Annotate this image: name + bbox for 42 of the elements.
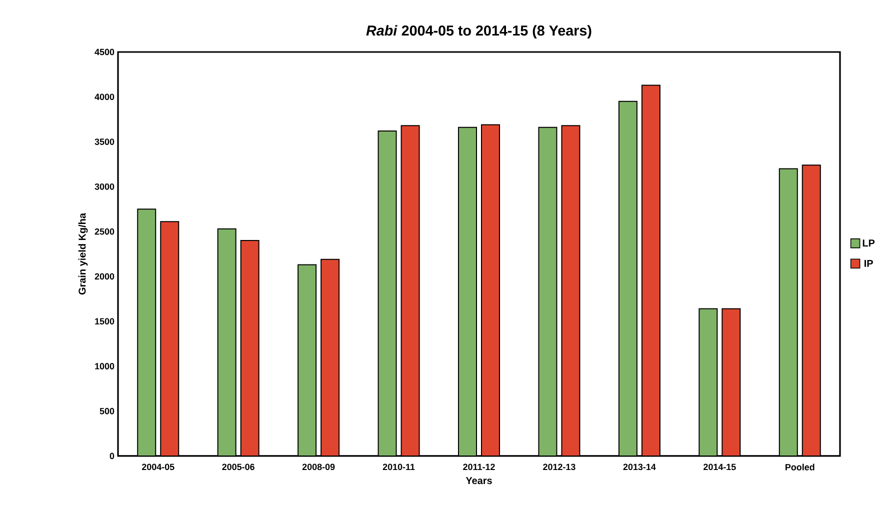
y-tick-label: 0: [110, 452, 114, 460]
y-tick-label: 1500: [95, 318, 114, 324]
bar: [722, 308, 741, 456]
bar: [698, 308, 718, 456]
y-tick-label: 1000: [95, 363, 114, 370]
bar: [802, 164, 821, 456]
bar: [217, 228, 236, 456]
x-tick-label: 2004-05: [142, 464, 174, 470]
bar: [160, 221, 180, 456]
bar: [618, 100, 638, 456]
x-tick-label: 2013-14: [623, 464, 656, 470]
bar: [378, 130, 397, 456]
bar: [137, 208, 156, 456]
y-tick-label: 4000: [94, 94, 114, 100]
x-tick-label: 2008-09: [302, 464, 335, 470]
chart-title: Rabi 2004-05 to 2014-15 (8 Years): [366, 25, 592, 38]
x-tick-label: 2014-15: [704, 464, 736, 470]
y-tick-label: 2000: [94, 273, 114, 280]
bar: [481, 124, 500, 456]
y-tick-label: 4500: [94, 48, 114, 56]
y-tick-label: 2500: [94, 228, 114, 235]
y-tick-label: 500: [100, 408, 114, 414]
legend-label: IP: [864, 260, 873, 267]
x-tick-label: 2005-06: [222, 464, 254, 470]
bar: [458, 126, 478, 456]
y-axis-title: Grain yield Kg/ha: [78, 212, 88, 295]
bar: [320, 258, 340, 456]
bar: [298, 264, 317, 456]
bar: [538, 126, 558, 456]
x-tick-label: 2011-12: [463, 464, 495, 470]
y-tick-label: 3000: [94, 183, 114, 190]
bar: [641, 84, 660, 456]
bar: [240, 240, 260, 456]
bar: [400, 125, 420, 456]
x-tick-label: 2012-13: [543, 464, 576, 470]
legend-label: LP: [862, 240, 875, 246]
x-tick-label: Pooled: [786, 464, 814, 470]
x-tick-label: 2010-11: [382, 464, 415, 470]
x-axis-title: Years: [466, 477, 492, 484]
bar: [778, 168, 798, 456]
bar: [561, 125, 580, 456]
y-tick-label: 3500: [94, 138, 114, 145]
